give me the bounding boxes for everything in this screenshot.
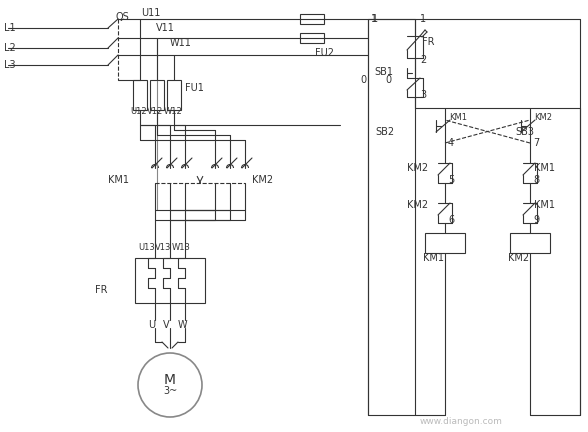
Text: U13: U13 <box>138 244 155 252</box>
Circle shape <box>138 353 202 417</box>
Text: 7: 7 <box>533 138 539 148</box>
Text: KM2: KM2 <box>534 112 552 121</box>
Text: FR: FR <box>422 37 435 47</box>
Text: W12: W12 <box>164 108 183 117</box>
Text: U: U <box>148 320 155 330</box>
Text: SB2: SB2 <box>375 127 394 137</box>
Text: V13: V13 <box>155 244 171 252</box>
Text: 0: 0 <box>385 75 391 85</box>
Text: KM1: KM1 <box>423 253 444 263</box>
Text: L1: L1 <box>4 23 16 33</box>
Text: 3~: 3~ <box>163 386 177 396</box>
Text: 6: 6 <box>448 215 454 225</box>
Bar <box>150 80 164 110</box>
Text: 1: 1 <box>372 14 378 24</box>
Bar <box>300 33 324 43</box>
Text: 5: 5 <box>448 175 455 185</box>
Text: 2: 2 <box>420 55 426 65</box>
Text: W11: W11 <box>170 38 192 48</box>
Text: L2: L2 <box>4 43 16 53</box>
Bar <box>135 258 205 303</box>
Text: U11: U11 <box>141 8 161 18</box>
Text: 4: 4 <box>448 138 454 148</box>
Text: FU2: FU2 <box>315 48 334 58</box>
Bar <box>510 233 550 253</box>
Text: V: V <box>163 320 169 330</box>
Text: KM2: KM2 <box>407 200 428 210</box>
Text: 8: 8 <box>533 175 539 185</box>
Text: 1: 1 <box>420 14 426 24</box>
Text: 0: 0 <box>360 75 366 85</box>
Text: 1: 1 <box>371 14 377 24</box>
Text: L3: L3 <box>4 60 16 70</box>
Text: KM1: KM1 <box>108 175 129 185</box>
Text: KM1: KM1 <box>449 112 467 121</box>
Text: KM1: KM1 <box>534 163 555 173</box>
Bar <box>300 14 324 24</box>
Text: M: M <box>164 373 176 387</box>
Text: 3: 3 <box>420 90 426 100</box>
Text: V12: V12 <box>147 108 163 117</box>
Text: FR: FR <box>95 285 108 295</box>
Text: 9: 9 <box>533 215 539 225</box>
Bar <box>425 233 465 253</box>
Text: www.diangon.com: www.diangon.com <box>420 417 503 426</box>
Text: KM2: KM2 <box>508 253 529 263</box>
Text: KM1: KM1 <box>534 200 555 210</box>
Text: W: W <box>178 320 188 330</box>
Text: W13: W13 <box>172 244 191 252</box>
Text: KM2: KM2 <box>252 175 273 185</box>
Text: V11: V11 <box>156 23 175 33</box>
Text: U12: U12 <box>130 108 146 117</box>
Text: KM2: KM2 <box>407 163 428 173</box>
Bar <box>167 80 181 110</box>
Text: QS: QS <box>115 12 129 22</box>
Text: FU1: FU1 <box>185 83 204 93</box>
Bar <box>133 80 147 110</box>
Text: SB3: SB3 <box>515 127 534 137</box>
Text: SB1: SB1 <box>374 67 393 77</box>
